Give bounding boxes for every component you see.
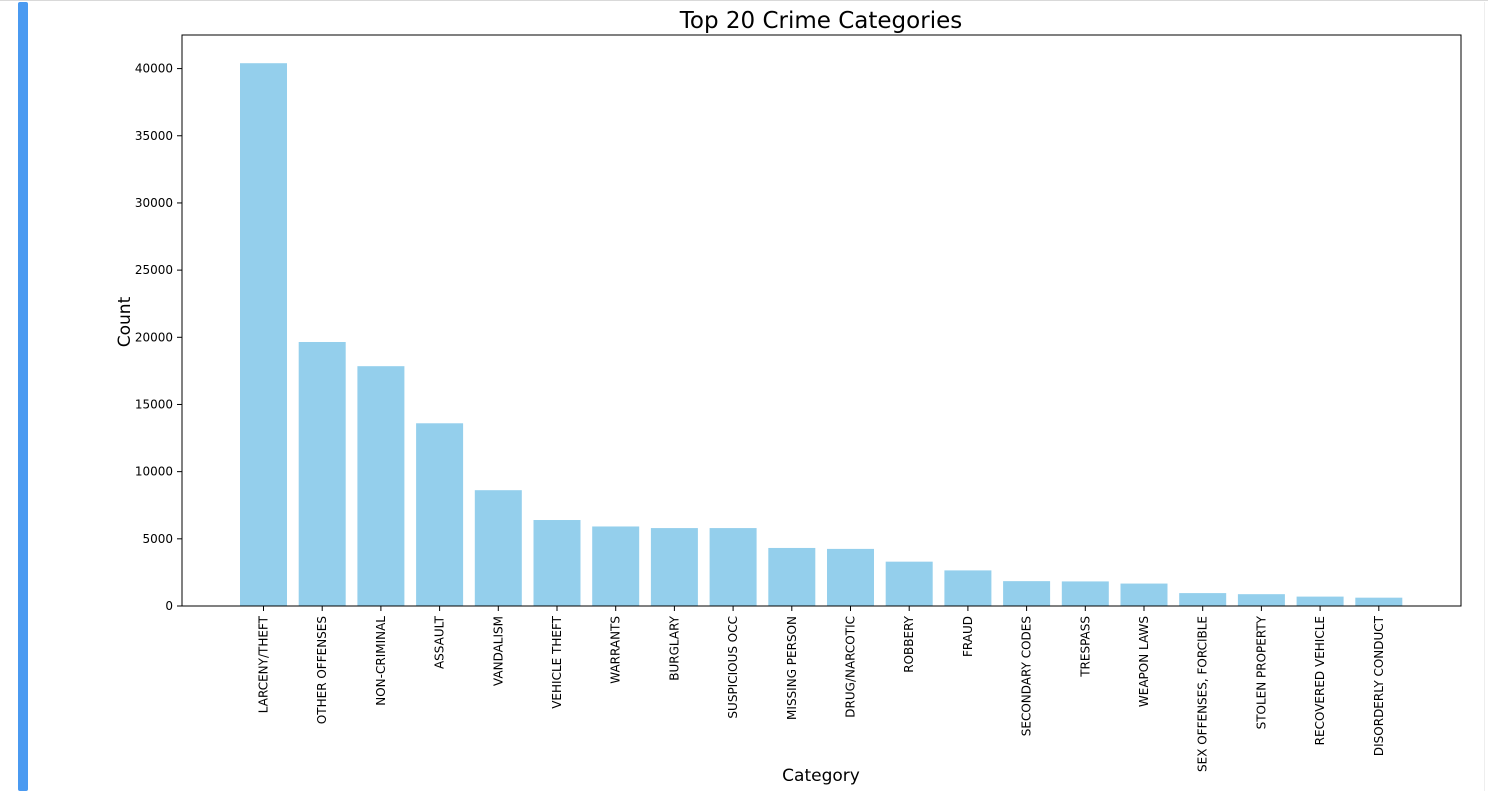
y-tick-label: 25000 — [135, 263, 173, 277]
bar — [1003, 581, 1051, 606]
x-axis-ticks: LARCENY/THEFT OTHER OFFENSES NON-CRIMINAL A… — [257, 606, 1386, 772]
y-tick-label: 40000 — [135, 62, 173, 76]
bar — [944, 570, 992, 606]
bar — [1061, 581, 1109, 606]
bar — [592, 526, 640, 606]
y-tick-label: 15000 — [135, 397, 173, 411]
x-tick-label: TRESPASS — [1078, 616, 1092, 678]
output-scroll-edge — [1484, 2, 1485, 791]
bar — [416, 423, 464, 606]
bar — [709, 528, 757, 606]
x-tick-label: ROBBERY — [902, 615, 916, 672]
y-tick-label: 35000 — [135, 129, 173, 143]
bar — [533, 520, 581, 606]
x-tick-label: FRAUD — [961, 616, 975, 657]
bar — [1296, 596, 1344, 606]
x-tick-label: VEHICLE THEFT — [550, 615, 564, 708]
x-tick-label: ASSAULT — [433, 615, 447, 669]
x-tick-label: LARCENY/THEFT — [257, 615, 271, 713]
y-tick-label: 0 — [165, 599, 173, 613]
x-tick-label: STOLEN PROPERTY — [1254, 615, 1268, 729]
bar — [240, 63, 287, 607]
x-tick-label: RECOVERED VEHICLE — [1313, 616, 1327, 745]
x-tick-label: WEAPON LAWS — [1137, 616, 1151, 707]
y-tick-label: 20000 — [135, 330, 173, 344]
bar — [298, 341, 346, 606]
plot-frame — [181, 34, 1462, 607]
bar — [768, 547, 816, 606]
y-axis-ticks: 0 5000 10000 15000 20000 25000 30000 35000 40000 — [135, 62, 182, 613]
bar — [885, 561, 933, 606]
x-tick-label: DRUG/NARCOTIC — [844, 616, 858, 718]
x-tick-label: MISSING PERSON — [785, 616, 799, 720]
chart-title: Top 20 Crime Categories — [679, 8, 962, 34]
bar — [357, 366, 405, 606]
bar — [827, 548, 874, 606]
top-border — [0, 0, 1488, 1]
bar — [650, 528, 698, 606]
y-tick-label: 5000 — [142, 532, 173, 546]
y-axis-label: Count — [115, 296, 135, 347]
x-tick-label: SEX OFFENSES, FORCIBLE — [1196, 616, 1210, 772]
x-axis-label: Category — [782, 766, 860, 786]
x-tick-label: NON-CRIMINAL — [374, 616, 388, 706]
bar — [1179, 593, 1227, 606]
bars — [240, 63, 1403, 607]
bar — [474, 490, 522, 606]
y-tick-label: 10000 — [135, 465, 173, 479]
x-tick-label: SECONDARY CODES — [1020, 616, 1034, 736]
cell-selection-marker[interactable] — [18, 2, 28, 791]
x-tick-label: OTHER OFFENSES — [315, 616, 329, 724]
y-tick-label: 30000 — [135, 196, 173, 210]
x-tick-label: VANDALISM — [491, 616, 505, 686]
bar — [1355, 597, 1403, 606]
bar — [1120, 583, 1168, 606]
x-tick-label: BURGLARY — [667, 615, 681, 680]
bar — [1237, 594, 1285, 606]
x-tick-label: SUSPICIOUS OCC — [726, 616, 740, 719]
x-tick-label: DISORDERLY CONDUCT — [1372, 615, 1386, 756]
x-tick-label: WARRANTS — [609, 616, 623, 684]
